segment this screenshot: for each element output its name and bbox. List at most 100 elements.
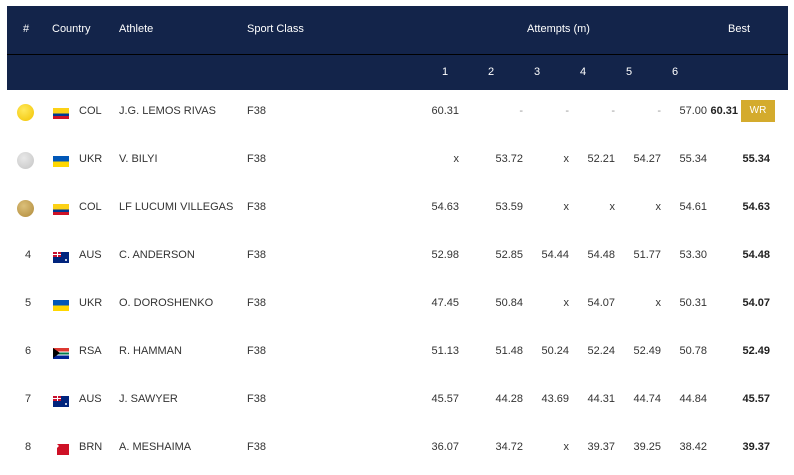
attempt-5-cell: 52.49 (633, 345, 661, 357)
australia-flag-icon (53, 252, 69, 263)
attempt-2-cell: 52.85 (495, 249, 523, 261)
attempt-6-cell: 55.34 (679, 153, 707, 165)
attempt-1-cell: 54.63 (431, 201, 459, 213)
table-row[interactable]: COL J.G. LEMOS RIVAS F38 60.31- - - -57.00 60.3… (7, 90, 788, 138)
rank-column-header[interactable]: # (23, 23, 30, 35)
attempt-1-cell: 36.07 (431, 441, 459, 453)
attempt-5-cell: x (655, 297, 662, 309)
attempt-5-cell: - (657, 105, 661, 117)
attempt-2-cell: - (519, 105, 523, 117)
athlete-column-header[interactable]: Athlete (119, 23, 154, 35)
athlete-name-link[interactable]: J.G. LEMOS RIVAS (119, 105, 216, 117)
best-mark-cell: 45.57 (742, 393, 770, 405)
athlete-name-link[interactable]: V. BILYI (119, 153, 158, 165)
attempt-6-cell: 50.78 (679, 345, 707, 357)
sport-class-column-header[interactable]: Sport Class (247, 23, 304, 35)
rank-cell: 5 (24, 297, 32, 309)
world-record-badge: WR (741, 100, 775, 122)
sport-class-cell: F38 (247, 201, 266, 213)
attempt-5-cell: 54.27 (633, 153, 661, 165)
rank-cell: 4 (24, 249, 32, 261)
attempt-4-cell: 44.31 (587, 393, 615, 405)
table-row[interactable]: COL LF LUCUMI VILLEGAS F38 54.63 53.59 x x x 54.… (7, 186, 788, 234)
attempt-5-cell: 39.25 (633, 441, 661, 453)
attempt-4-header: 4 (580, 66, 587, 78)
athlete-name-link[interactable]: A. MESHAIMA (119, 441, 192, 453)
attempt-4-cell: 54.07 (587, 297, 615, 309)
sport-class-cell: F38 (247, 249, 266, 261)
table-row[interactable]: 6 RSA R. HAMMAN F38 51.13 51.48 50.24 52.24 52.4… (7, 330, 788, 378)
attempt-4-cell: 39.37 (587, 441, 615, 453)
country-cell: AUS (79, 393, 102, 405)
attempt-2-cell: 53.59 (495, 201, 523, 213)
attempt-6-cell: 44.84 (679, 393, 707, 405)
attempt-1-cell: 51.13 (431, 345, 459, 357)
sport-class-cell: F38 (247, 297, 266, 309)
table-header: # Country Athlete Sport Class Attempts (… (7, 6, 788, 90)
table-row[interactable]: UKR V. BILYI F38 x 53.72 x 52.21 54.27 55.34 55.3… (7, 138, 788, 186)
attempt-5-cell: 44.74 (633, 393, 661, 405)
attempt-2-cell: 53.72 (495, 153, 523, 165)
attempt-1-cell: 60.31 (431, 105, 459, 117)
rank-cell: 6 (24, 345, 32, 357)
best-mark-cell: 54.63 (742, 201, 770, 213)
attempt-1-cell: 47.45 (431, 297, 459, 309)
attempt-2-cell: 44.28 (495, 393, 523, 405)
best-column-header[interactable]: Best (728, 23, 751, 35)
attempt-2-cell: 50.84 (495, 297, 523, 309)
header-divider (7, 54, 788, 55)
country-cell: COL (79, 105, 102, 117)
table-row[interactable]: 4 AUS C. ANDERSON F38 52.98 52.85 54.44 54.48 51… (7, 234, 788, 282)
header-row-main: # Country Athlete Sport Class Attempts (… (7, 6, 788, 54)
south-africa-flag-icon (53, 348, 69, 359)
header-row-attempts: 1 2 3 4 5 6 (7, 54, 788, 90)
athlete-name-link[interactable]: R. HAMMAN (119, 345, 182, 357)
best-mark-cell: 55.34 (742, 153, 770, 165)
results-table: # Country Athlete Sport Class Attempts (… (7, 6, 788, 455)
table-row[interactable]: 5 UKR O. DOROSHENKO F38 47.45 50.84 x 54.07 x 50.… (7, 282, 788, 330)
attempt-2-header: 2 (488, 66, 495, 78)
bahrain-flag-icon (53, 444, 69, 455)
attempt-5-cell: 51.77 (633, 249, 661, 261)
attempt-6-cell: 57.00 (679, 105, 707, 117)
attempt-1-header: 1 (442, 66, 449, 78)
athlete-name-link[interactable]: O. DOROSHENKO (119, 297, 214, 309)
attempt-3-header: 3 (534, 66, 541, 78)
country-cell: COL (79, 201, 102, 213)
rank-cell: 8 (24, 441, 32, 453)
rank-cell: 7 (24, 393, 32, 405)
colombia-flag-icon (53, 108, 69, 119)
country-cell: UKR (79, 297, 103, 309)
table-row[interactable]: 7 AUS J. SAWYER F38 45.57 44.28 43.69 44.31 44.7… (7, 378, 788, 426)
attempt-6-cell: 50.31 (679, 297, 707, 309)
ukraine-flag-icon (53, 300, 69, 311)
athlete-name-link[interactable]: J. SAWYER (119, 393, 178, 405)
attempt-4-cell: 52.24 (587, 345, 615, 357)
table-row[interactable]: 8 BRN A. MESHAIMA F38 36.07 34.72 x 39.37 39.25 3… (7, 426, 788, 474)
attempt-5-header: 5 (626, 66, 633, 78)
ukraine-flag-icon (53, 156, 69, 167)
attempt-2-cell: 51.48 (495, 345, 523, 357)
attempt-6-cell: 38.42 (679, 441, 707, 453)
sport-class-cell: F38 (247, 105, 266, 117)
attempt-5-cell: x (655, 201, 662, 213)
country-cell: BRN (79, 441, 103, 453)
colombia-flag-icon (53, 204, 69, 215)
attempt-4-cell: 52.21 (587, 153, 615, 165)
attempt-1-cell: 45.57 (431, 393, 459, 405)
attempt-4-cell: 54.48 (587, 249, 615, 261)
attempt-3-cell: - (565, 105, 569, 117)
best-mark-cell: 39.37 (742, 441, 770, 453)
athlete-name-link[interactable]: LF LUCUMI VILLEGAS (119, 201, 234, 213)
best-mark-cell: 60.31 (710, 105, 738, 117)
athlete-name-link[interactable]: C. ANDERSON (119, 249, 195, 261)
attempt-1-cell: x (453, 153, 460, 165)
sport-class-cell: F38 (247, 441, 266, 453)
country-column-header[interactable]: Country (52, 23, 91, 35)
attempt-3-cell: x (563, 153, 570, 165)
sport-class-cell: F38 (247, 345, 266, 357)
australia-flag-icon (53, 396, 69, 407)
attempt-2-cell: 34.72 (495, 441, 523, 453)
best-mark-cell: 54.48 (742, 249, 770, 261)
attempt-1-cell: 52.98 (431, 249, 459, 261)
